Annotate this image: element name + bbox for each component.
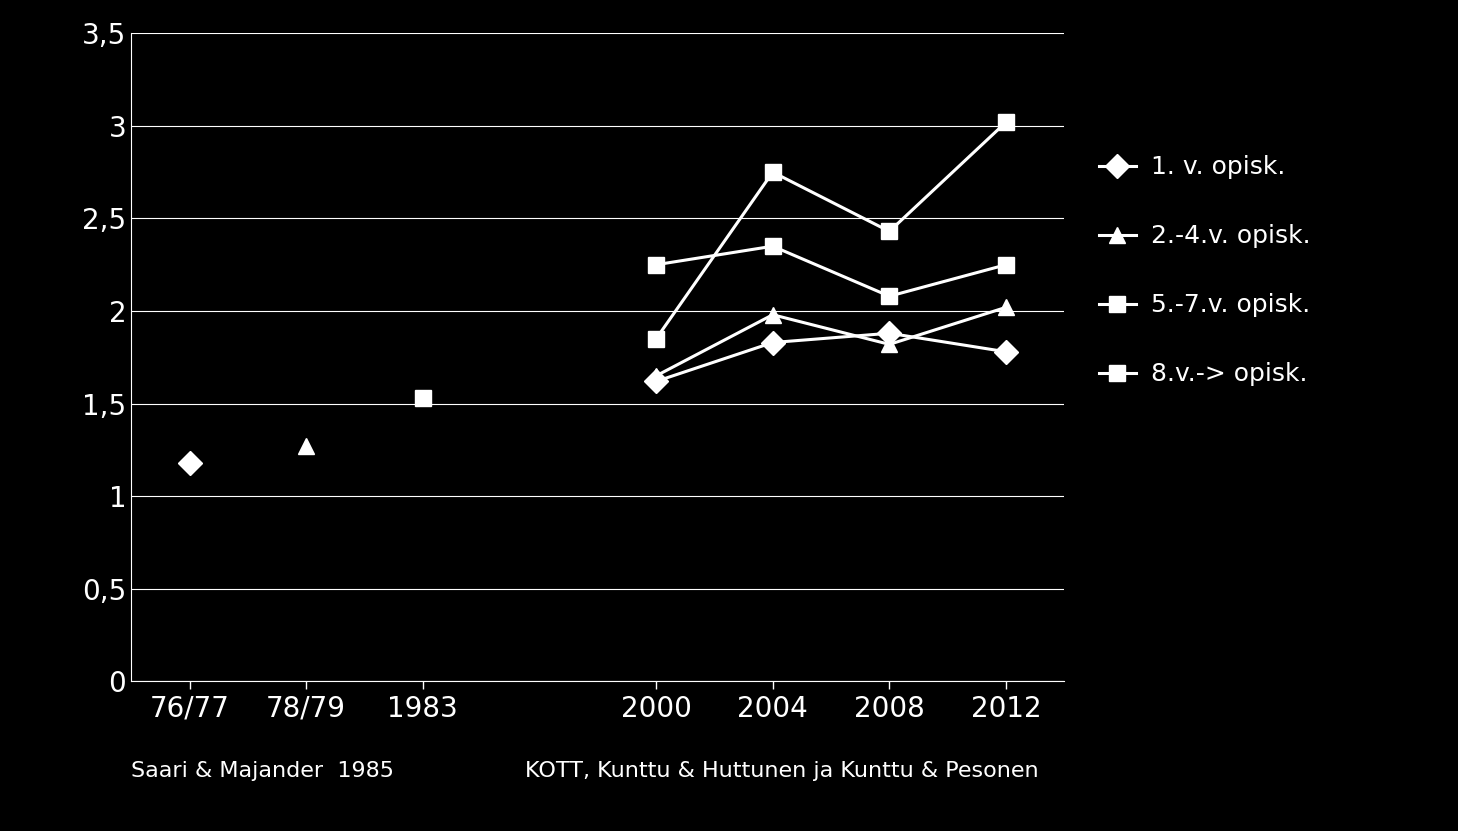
Text: KOTT, Kunttu & Huttunen ja Kunttu & Pesonen: KOTT, Kunttu & Huttunen ja Kunttu & Peso…: [525, 761, 1038, 781]
Legend: 1. v. opisk., 2.-4.v. opisk., 5.-7.v. opisk., 8.v.-> opisk.: 1. v. opisk., 2.-4.v. opisk., 5.-7.v. op…: [1086, 143, 1324, 399]
Text: Saari & Majander  1985: Saari & Majander 1985: [131, 761, 394, 781]
